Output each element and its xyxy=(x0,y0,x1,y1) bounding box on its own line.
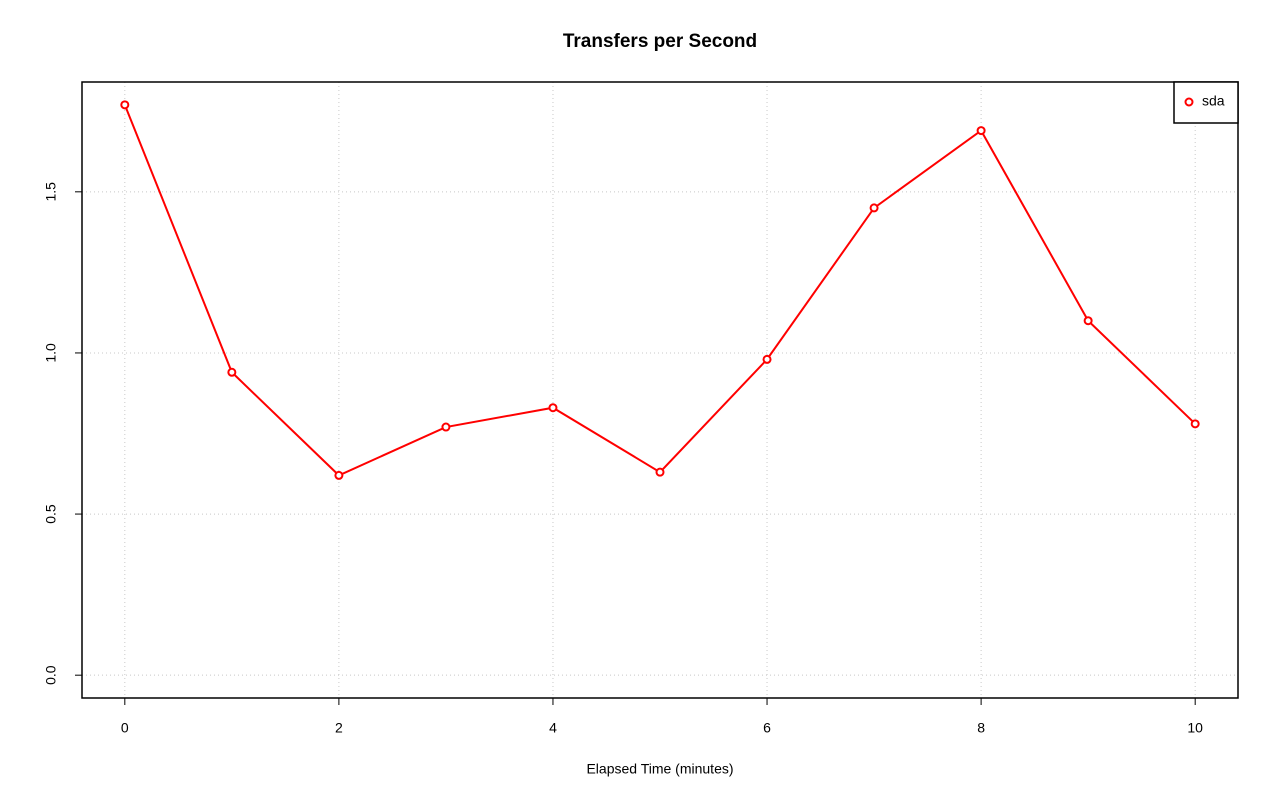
data-point xyxy=(441,422,451,432)
legend-marker xyxy=(1184,97,1194,107)
y-tick-label: 0.5 xyxy=(43,504,59,524)
chart-title: Transfers per Second xyxy=(563,31,757,52)
x-tick-label: 8 xyxy=(977,720,985,736)
y-tick-label: 1.0 xyxy=(43,343,59,363)
data-point xyxy=(120,100,130,110)
data-point xyxy=(1083,316,1093,326)
data-point xyxy=(334,470,344,480)
x-tick-label: 4 xyxy=(549,720,557,736)
x-tick-label: 0 xyxy=(121,720,129,736)
data-point xyxy=(762,354,772,364)
data-point xyxy=(869,203,879,213)
x-axis-label: Elapsed Time (minutes) xyxy=(586,761,733,777)
x-tick-label: 10 xyxy=(1187,720,1203,736)
data-point xyxy=(976,126,986,136)
plot-frame xyxy=(81,81,1239,699)
x-tick-label: 6 xyxy=(763,720,771,736)
data-point xyxy=(1190,419,1200,429)
y-tick-label: 1.5 xyxy=(43,182,59,202)
data-point xyxy=(227,367,237,377)
legend-label: sda xyxy=(1202,93,1225,109)
x-tick-label: 2 xyxy=(335,720,343,736)
data-point xyxy=(655,467,665,477)
y-tick-label: 0.0 xyxy=(43,665,59,685)
data-point xyxy=(548,403,558,413)
